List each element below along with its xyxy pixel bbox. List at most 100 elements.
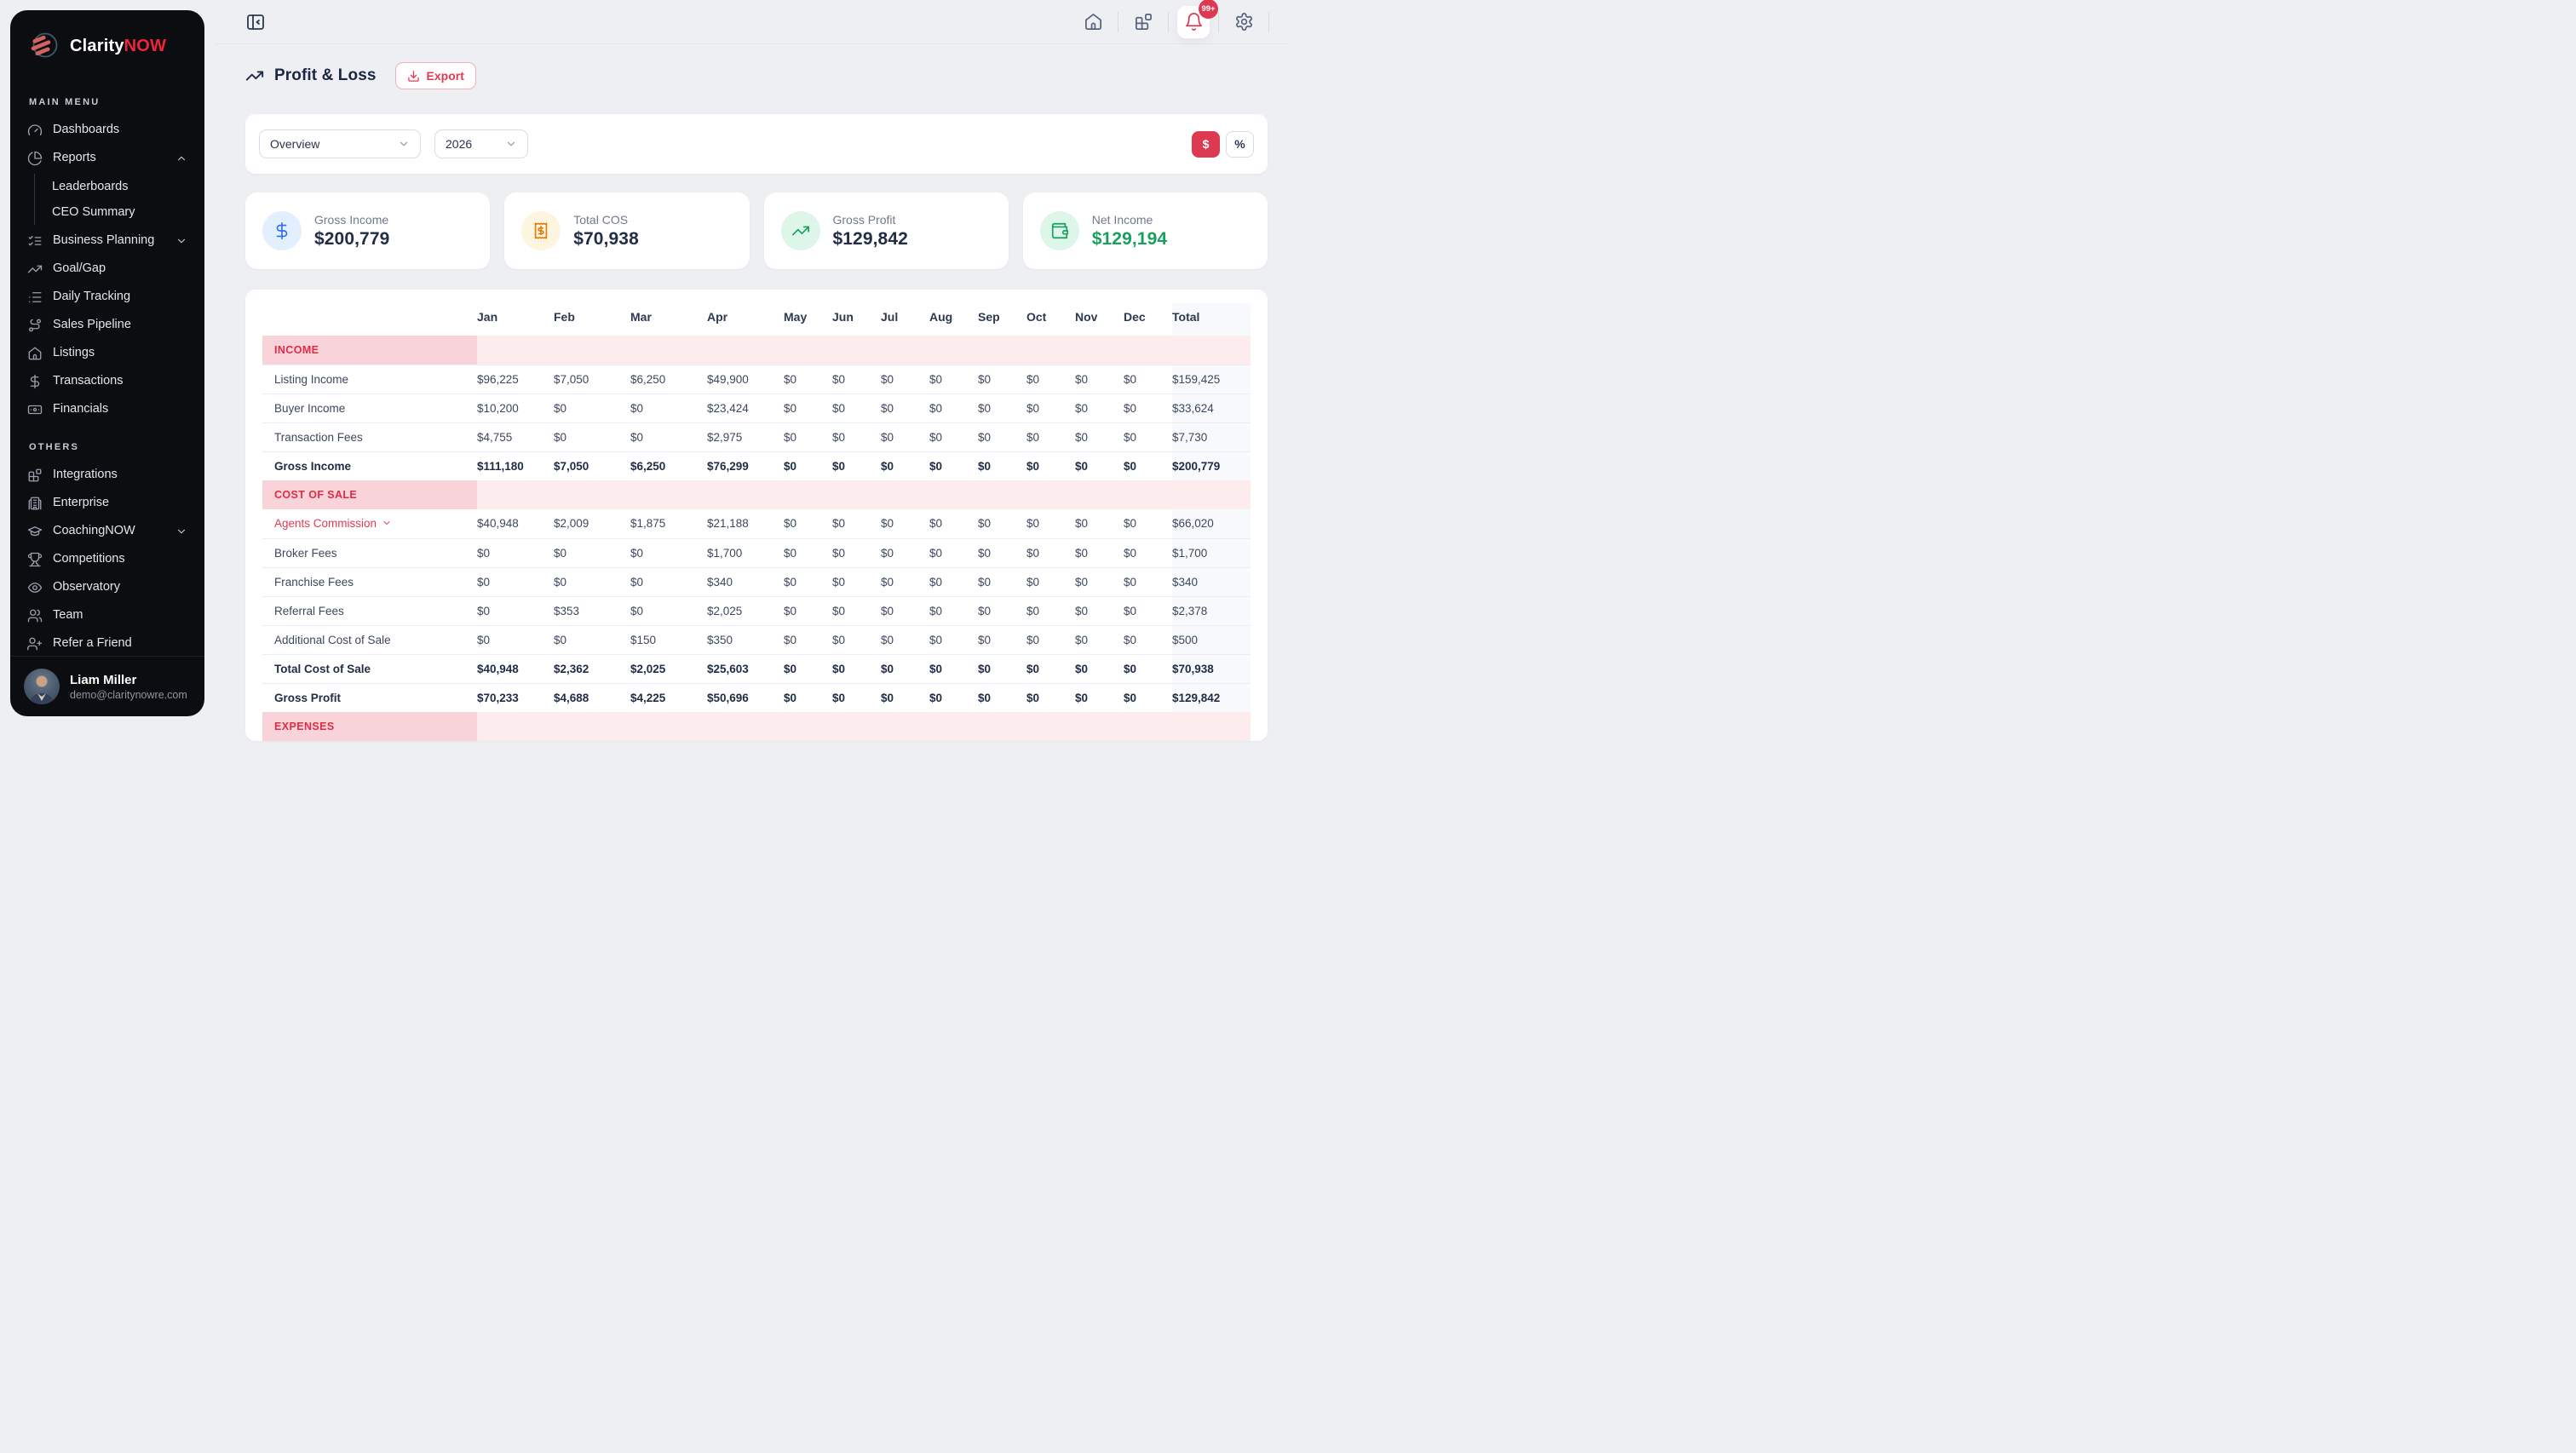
cell-value: $49,900 xyxy=(707,364,784,393)
currency-toggle-button[interactable]: $ xyxy=(1192,130,1220,158)
sidebar-item-sales-pipeline[interactable]: Sales Pipeline xyxy=(19,311,196,339)
apps-button[interactable] xyxy=(1127,6,1159,38)
cell-value: $0 xyxy=(978,566,1026,596)
cell-value: $0 xyxy=(978,364,1026,393)
cell-value: $0 xyxy=(1075,624,1124,654)
cell-value: $0 xyxy=(832,653,881,683)
cell-value: $0 xyxy=(1026,364,1075,393)
trophy-icon xyxy=(27,552,43,567)
sidebar-item-coachingnow[interactable]: CoachingNOW xyxy=(19,517,196,545)
user-profile[interactable]: Liam Miller demo@claritynowre.com xyxy=(10,656,204,716)
cell-value: $0 xyxy=(832,595,881,625)
cell-value: $350 xyxy=(707,624,784,654)
cell-value xyxy=(1172,712,1251,741)
cell-value: $40,948 xyxy=(477,517,519,531)
cell-value xyxy=(881,480,929,509)
cell-value: $0 xyxy=(477,595,554,625)
cell-value: $0 xyxy=(881,517,894,531)
cell-value xyxy=(1124,336,1172,365)
others-label: OTHERS xyxy=(29,442,80,452)
cell-value: $0 xyxy=(1026,393,1075,422)
cell-value xyxy=(978,712,1026,741)
cell-value: $0 xyxy=(1075,364,1124,393)
users-icon xyxy=(27,608,43,623)
column-header-nov: Nov xyxy=(1075,310,1098,324)
cell-value: $2,975 xyxy=(707,422,784,451)
cell-value: $0 xyxy=(929,393,978,422)
sidebar-item-dashboards[interactable]: Dashboards xyxy=(19,116,196,144)
export-button[interactable]: Export xyxy=(394,62,476,89)
cell-value xyxy=(1026,480,1075,509)
column-header-sep: Sep xyxy=(978,310,1000,324)
sidebar-item-observatory[interactable]: Observatory xyxy=(19,573,196,601)
bell-icon xyxy=(1185,13,1202,31)
summary-cards: Gross Income $200,779 Total COS $70,938 Gros… xyxy=(245,192,1268,269)
home-icon xyxy=(1084,14,1101,30)
sidebar-item-label: Listings xyxy=(53,346,95,359)
cell-value xyxy=(881,336,929,365)
sidebar-item-listings[interactable]: Listings xyxy=(19,339,196,367)
column-header-aug: Aug xyxy=(929,310,953,324)
sidebar-item-transactions[interactable]: Transactions xyxy=(19,367,196,395)
settings-button[interactable] xyxy=(1228,6,1260,38)
dollar-icon xyxy=(27,374,43,389)
sidebar-item-leaderboards[interactable]: Leaderboards xyxy=(52,180,129,193)
sidebar-collapse-button[interactable] xyxy=(245,12,266,32)
report-type-select[interactable]: Overview xyxy=(259,129,421,158)
cell-value: $0 xyxy=(929,451,978,480)
cell-value: $0 xyxy=(929,653,978,683)
cell-value: $0 xyxy=(832,566,881,596)
sidebar-item-refer-a-friend[interactable]: Refer a Friend xyxy=(19,629,196,656)
column-header-feb: Feb xyxy=(554,310,575,324)
download-icon xyxy=(407,70,419,82)
sidebar-item-business-planning[interactable]: Business Planning xyxy=(19,227,196,255)
pie-chart-icon xyxy=(27,151,43,166)
percent-toggle-button[interactable]: % xyxy=(1226,130,1254,158)
cell-value: $0 xyxy=(1124,595,1172,625)
home-button[interactable] xyxy=(1077,6,1109,38)
cell-value xyxy=(832,480,881,509)
cell-value xyxy=(1124,712,1172,741)
blocks-icon xyxy=(27,468,43,483)
row-label-header xyxy=(262,303,477,336)
reports-subgroup: Leaderboards CEO Summary xyxy=(34,174,196,225)
sidebar-item-integrations[interactable]: Integrations xyxy=(19,461,196,489)
cell-value: $76,299 xyxy=(707,451,784,480)
cell-value: $0 xyxy=(1026,517,1040,531)
cell-value xyxy=(784,712,832,741)
sidebar-item-competitions[interactable]: Competitions xyxy=(19,545,196,573)
table-row-gross-income: Gross Income $111,180 $7,050 $6,250 $76,299 $… xyxy=(262,451,1251,480)
sidebar-item-ceo-summary[interactable]: CEO Summary xyxy=(52,205,135,219)
cell-value xyxy=(1026,336,1075,365)
notifications-button[interactable]: 99+ xyxy=(1177,0,1218,38)
cell-value xyxy=(929,336,978,365)
sidebar-item-daily-tracking[interactable]: Daily Tracking xyxy=(19,283,196,311)
cell-value: $66,020 xyxy=(1172,509,1251,538)
cell-value: $129,842 xyxy=(1172,682,1251,712)
sidebar-item-enterprise[interactable]: Enterprise xyxy=(19,489,196,517)
cell-value: $0 xyxy=(784,566,832,596)
cell-value xyxy=(630,712,707,741)
cell-value: $7,730 xyxy=(1172,422,1251,451)
sidebar-item-goal-gap[interactable]: Goal/Gap xyxy=(19,255,196,283)
sidebar-item-label: Goal/Gap xyxy=(53,261,106,275)
row-label[interactable]: Agents Commission xyxy=(262,509,477,538)
cell-value xyxy=(978,336,1026,365)
cell-value: $0 xyxy=(881,422,929,451)
cell-value: $0 xyxy=(881,393,929,422)
cell-value: $0 xyxy=(832,537,881,567)
cell-value: $0 xyxy=(978,393,1026,422)
year-select[interactable]: 2026 xyxy=(434,129,528,158)
sidebar-item-team[interactable]: Team xyxy=(19,601,196,629)
cell-value: $0 xyxy=(554,624,630,654)
stat-value: $70,938 xyxy=(573,228,639,249)
sidebar-item-financials[interactable]: Financials xyxy=(19,395,196,423)
cell-value: $0 xyxy=(1026,682,1075,712)
cell-value: $33,624 xyxy=(1172,393,1251,422)
column-header-may: May xyxy=(784,310,808,324)
cell-value: $0 xyxy=(630,393,707,422)
cell-value: $0 xyxy=(554,422,630,451)
cell-value: $0 xyxy=(832,393,881,422)
cell-value: $340 xyxy=(1172,566,1251,596)
sidebar-item-reports[interactable]: Reports xyxy=(19,144,196,172)
